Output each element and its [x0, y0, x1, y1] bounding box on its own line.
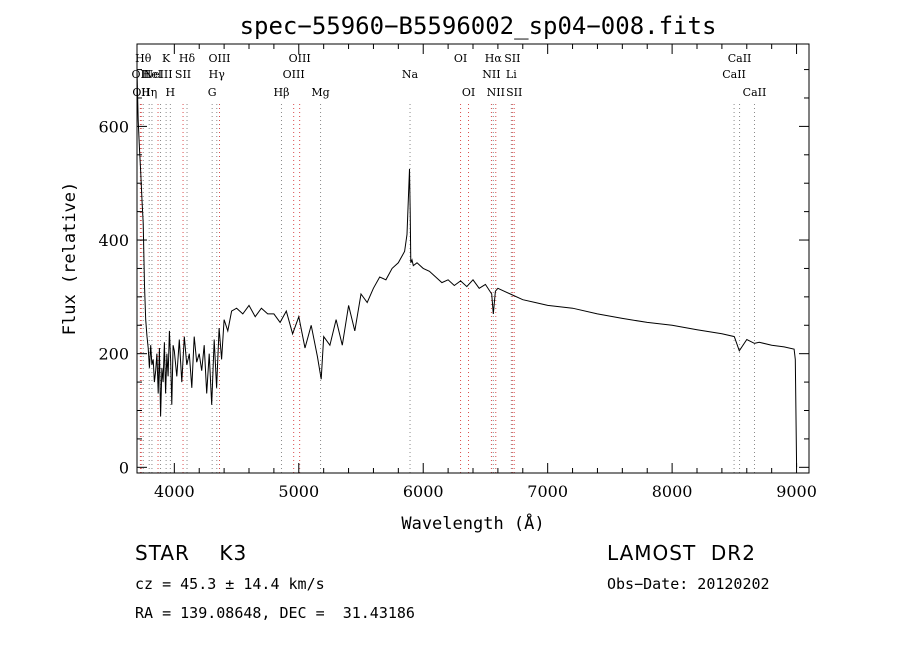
feature-label-20: OI	[462, 86, 475, 99]
y-tick-label-1: 200	[98, 345, 129, 364]
obs-date: Obs−Date: 20120202	[607, 575, 770, 593]
feature-label-10: Hδ	[179, 52, 196, 65]
feature-label-15: OIII	[283, 68, 305, 81]
feature-label-4: HeI	[142, 68, 162, 81]
redshift-cz: cz = 45.3 ± 14.4 km/s	[135, 575, 325, 593]
x-tick-label-5: 9000	[776, 482, 817, 501]
feature-label-19: OI	[454, 52, 467, 65]
feature-label-12: Hγ	[209, 68, 226, 81]
feature-label-11: G	[208, 86, 217, 99]
feature-label-14: Hβ	[274, 86, 290, 99]
x-axis-label: Wavelength (Å)	[401, 512, 544, 534]
x-tick-label-0: 4000	[154, 482, 195, 501]
feature-label-13: OIII	[208, 52, 230, 65]
spectrum-series-0	[136, 69, 798, 468]
feature-label-3: Hη	[141, 86, 157, 99]
x-tick-label-3: 7000	[527, 482, 568, 501]
feature-label-5: NeIII	[143, 68, 172, 81]
y-tick-label-2: 400	[98, 231, 129, 250]
feature-label-22: Hα	[485, 52, 503, 65]
feature-label-2: Hθ	[135, 52, 152, 65]
feature-label-25: SII	[504, 52, 520, 65]
feature-label-8: H	[166, 86, 176, 99]
feature-label-29: CaII	[743, 86, 767, 99]
feature-label-24: Li	[506, 68, 517, 81]
x-tick-label-2: 6000	[403, 482, 444, 501]
feature-label-17: Mg	[311, 86, 329, 99]
feature-label-28: CaII	[728, 52, 752, 65]
survey-label: LAMOST DR2	[607, 541, 756, 565]
x-tick-label-1: 5000	[278, 482, 319, 501]
feature-label-16: OIII	[289, 52, 311, 65]
feature-label-7: K	[162, 52, 171, 65]
feature-label-27: CaII	[722, 68, 746, 81]
plot-frame	[136, 43, 810, 474]
feature-label-18: Na	[402, 68, 419, 81]
feature-label-21: NII	[482, 68, 500, 81]
feature-label-9: SII	[175, 68, 191, 81]
y-tick-label-0: 0	[119, 458, 129, 477]
chart-title: spec−55960−B5596002_sp04−008.fits	[240, 12, 717, 40]
object-class: STAR K3	[135, 541, 248, 565]
y-tick-label-3: 600	[98, 117, 129, 136]
feature-label-26: SII	[506, 86, 522, 99]
feature-label-23: NII	[487, 86, 505, 99]
x-tick-label-4: 8000	[652, 482, 693, 501]
y-axis-label: Flux (relative)	[60, 182, 80, 336]
feature-label-0: OII	[132, 68, 150, 81]
coordinates: RA = 139.08648, DEC = 31.43186	[135, 604, 415, 622]
